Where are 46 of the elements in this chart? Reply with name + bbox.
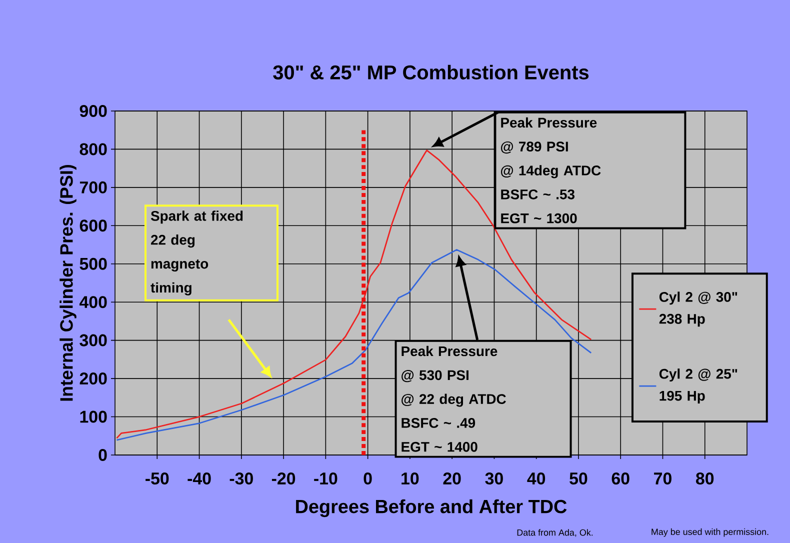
legend-label: Cyl 2 @ 25" 195 Hp [659, 368, 738, 404]
y-tick-label: 400 [79, 296, 107, 308]
annotation: BSFC ~ .53 [501, 189, 574, 200]
x-tick-label: -50 [146, 472, 169, 485]
annotation: @ 530 PSI [402, 370, 468, 382]
annotation: 22 deg [150, 234, 195, 248]
y-tick-label: 100 [80, 410, 107, 423]
annotation: @ 14deg ATDC [501, 165, 601, 178]
annotation: Peak Pressure [501, 117, 597, 128]
x-tick-label: -10 [314, 472, 338, 485]
y-tick-label: 900 [80, 104, 107, 117]
x-tick-label: -40 [188, 472, 211, 485]
x-tick-label: 40 [527, 472, 546, 485]
x-tick-label: 10 [402, 472, 419, 485]
y-axis-title: Internal Cylinder Pres. (PSI) [60, 164, 76, 401]
y-tick-label: 200 [80, 372, 107, 385]
annotation: magneto [151, 259, 208, 272]
annotation: EGT ~ 1300 [501, 213, 577, 224]
annotation: @ 22 deg ATDC [402, 394, 506, 407]
x-tick-label: 50 [570, 472, 588, 485]
x-axis-title: Degrees Before and After TDC [296, 499, 567, 518]
x-tick-label: 70 [654, 472, 672, 485]
annotation: timing [150, 282, 192, 296]
x-tick-label: 80 [696, 472, 714, 485]
chart-title: 30" & 25" MP Combustion Events [273, 64, 589, 80]
line-series [116, 249, 592, 441]
x-tick-label: -30 [230, 472, 253, 485]
y-tick-label: 0 [98, 448, 107, 461]
x-tick-label: 20 [443, 472, 461, 485]
annotation: Peak Pressure [402, 346, 498, 356]
legend-label: Cyl 2 @ 30" 238 Hp [659, 292, 738, 327]
annotation: Spark at fixed [150, 210, 243, 224]
text: Data from Ada, Ok. [517, 529, 593, 537]
annotation: @ 789 PSI [501, 141, 568, 154]
x-tick-label: 30 [485, 472, 503, 485]
x-tick-label: -20 [272, 472, 296, 485]
text: May be used with permission. [652, 528, 768, 537]
y-tick-label: 500 [80, 258, 107, 270]
y-tick-label: 300 [80, 334, 107, 346]
annotation: EGT ~ 1400 [402, 442, 478, 452]
annotation: BSFC ~ .49 [402, 418, 476, 428]
x-tick-label: 0 [364, 472, 372, 485]
x-tick-label: 60 [612, 472, 630, 485]
y-tick-label: 800 [80, 143, 107, 156]
y-tick-label: 700 [80, 181, 107, 194]
y-tick-label: 600 [80, 220, 107, 232]
